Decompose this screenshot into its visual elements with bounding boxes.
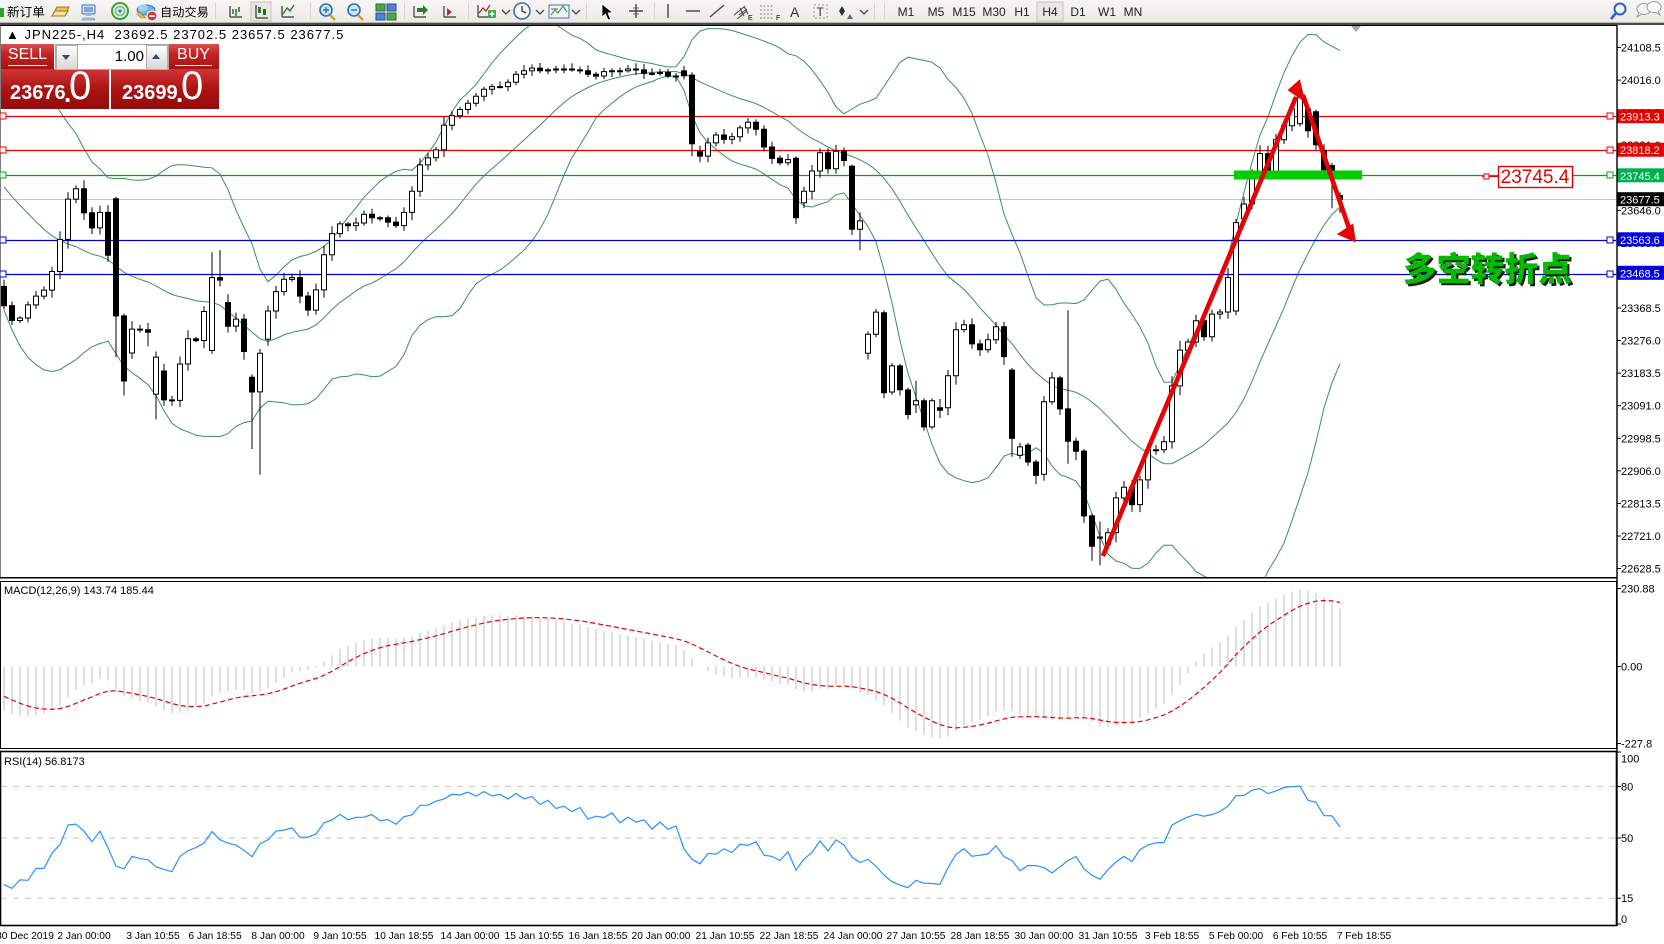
svg-text:23183.5: 23183.5 <box>1621 368 1661 380</box>
svg-text:3 Jan 10:55: 3 Jan 10:55 <box>126 931 180 942</box>
svg-text:6 Feb 10:55: 6 Feb 10:55 <box>1273 931 1328 942</box>
svg-text:30 Jan 00:00: 30 Jan 00:00 <box>1015 931 1074 942</box>
svg-text:23745.4: 23745.4 <box>1620 171 1660 183</box>
svg-text:15 Jan 10:55: 15 Jan 10:55 <box>505 931 564 942</box>
svg-text:0.00: 0.00 <box>1621 662 1642 674</box>
svg-text:E: E <box>748 15 753 22</box>
svg-text:23913.3: 23913.3 <box>1620 112 1660 124</box>
svg-text:M5: M5 <box>928 5 945 19</box>
svg-text:30 Dec 2019: 30 Dec 2019 <box>0 931 54 942</box>
svg-text:2 Jan 00:00: 2 Jan 00:00 <box>57 931 111 942</box>
svg-text:23677.5: 23677.5 <box>1620 195 1660 207</box>
svg-text:F: F <box>776 15 780 22</box>
svg-text:A: A <box>790 4 800 20</box>
svg-text:RSI(14) 56.8173: RSI(14) 56.8173 <box>4 756 85 768</box>
svg-text:24108.5: 24108.5 <box>1621 43 1661 55</box>
svg-text:-227.8: -227.8 <box>1621 739 1652 751</box>
svg-text:22813.5: 22813.5 <box>1621 498 1661 510</box>
svg-text:27 Jan 10:55: 27 Jan 10:55 <box>887 931 946 942</box>
svg-text:21 Jan 10:55: 21 Jan 10:55 <box>696 931 755 942</box>
svg-text:16 Jan 18:55: 16 Jan 18:55 <box>569 931 628 942</box>
svg-text:M1: M1 <box>898 5 915 19</box>
svg-text:23368.5: 23368.5 <box>1621 303 1661 315</box>
svg-text:20 Jan 00:00: 20 Jan 00:00 <box>632 931 691 942</box>
svg-text:50: 50 <box>1621 833 1633 845</box>
svg-text:M15: M15 <box>952 5 976 19</box>
svg-text:23276.0: 23276.0 <box>1621 336 1661 348</box>
svg-text:23646.0: 23646.0 <box>1621 205 1661 217</box>
svg-text:▲ JPN225-,H4 23692.5 23702.5: ▲ JPN225-,H4 23692.5 23702.5 23657.5 236… <box>6 27 344 42</box>
svg-text:M30: M30 <box>982 5 1006 19</box>
svg-text:10 Jan 18:55: 10 Jan 18:55 <box>375 931 434 942</box>
svg-text:MACD(12,26,9) 143.74 185.44: MACD(12,26,9) 143.74 185.44 <box>4 585 154 597</box>
svg-text:8 Jan 00:00: 8 Jan 00:00 <box>251 931 305 942</box>
svg-text:23745.4: 23745.4 <box>1501 167 1570 188</box>
svg-text:80: 80 <box>1621 781 1633 793</box>
svg-text:24 Jan 00:00: 24 Jan 00:00 <box>824 931 883 942</box>
svg-text:230.88: 230.88 <box>1621 584 1655 596</box>
svg-text:22906.0: 22906.0 <box>1621 466 1661 478</box>
svg-text:3 Feb 18:55: 3 Feb 18:55 <box>1145 931 1200 942</box>
svg-text:T: T <box>817 5 825 19</box>
svg-text:24016.0: 24016.0 <box>1621 75 1661 87</box>
svg-text:0: 0 <box>1621 914 1627 926</box>
svg-text:23818.2: 23818.2 <box>1620 145 1660 157</box>
svg-text:100: 100 <box>1621 754 1639 766</box>
svg-text:6 Jan 18:55: 6 Jan 18:55 <box>188 931 242 942</box>
svg-text:D1: D1 <box>1070 5 1086 19</box>
svg-text:15: 15 <box>1621 893 1633 905</box>
svg-text:14 Jan 00:00: 14 Jan 00:00 <box>441 931 500 942</box>
svg-text:MN: MN <box>1124 5 1143 19</box>
svg-text:22 Jan 18:55: 22 Jan 18:55 <box>760 931 819 942</box>
svg-text:22628.5: 22628.5 <box>1621 564 1661 576</box>
svg-text:9 Jan 10:55: 9 Jan 10:55 <box>313 931 367 942</box>
svg-text:23468.5: 23468.5 <box>1620 268 1660 280</box>
svg-text:7 Feb 18:55: 7 Feb 18:55 <box>1337 931 1392 942</box>
svg-text:23091.0: 23091.0 <box>1621 401 1661 413</box>
svg-text:28 Jan 18:55: 28 Jan 18:55 <box>951 931 1010 942</box>
svg-text:22998.5: 22998.5 <box>1621 433 1661 445</box>
svg-text:22721.0: 22721.0 <box>1621 531 1661 543</box>
svg-text:5 Feb 00:00: 5 Feb 00:00 <box>1209 931 1264 942</box>
svg-text:W1: W1 <box>1098 5 1116 19</box>
svg-text:31 Jan 10:55: 31 Jan 10:55 <box>1079 931 1138 942</box>
svg-text:H1: H1 <box>1014 5 1030 19</box>
svg-text:H4: H4 <box>1042 5 1058 19</box>
svg-text:23563.6: 23563.6 <box>1620 235 1660 247</box>
